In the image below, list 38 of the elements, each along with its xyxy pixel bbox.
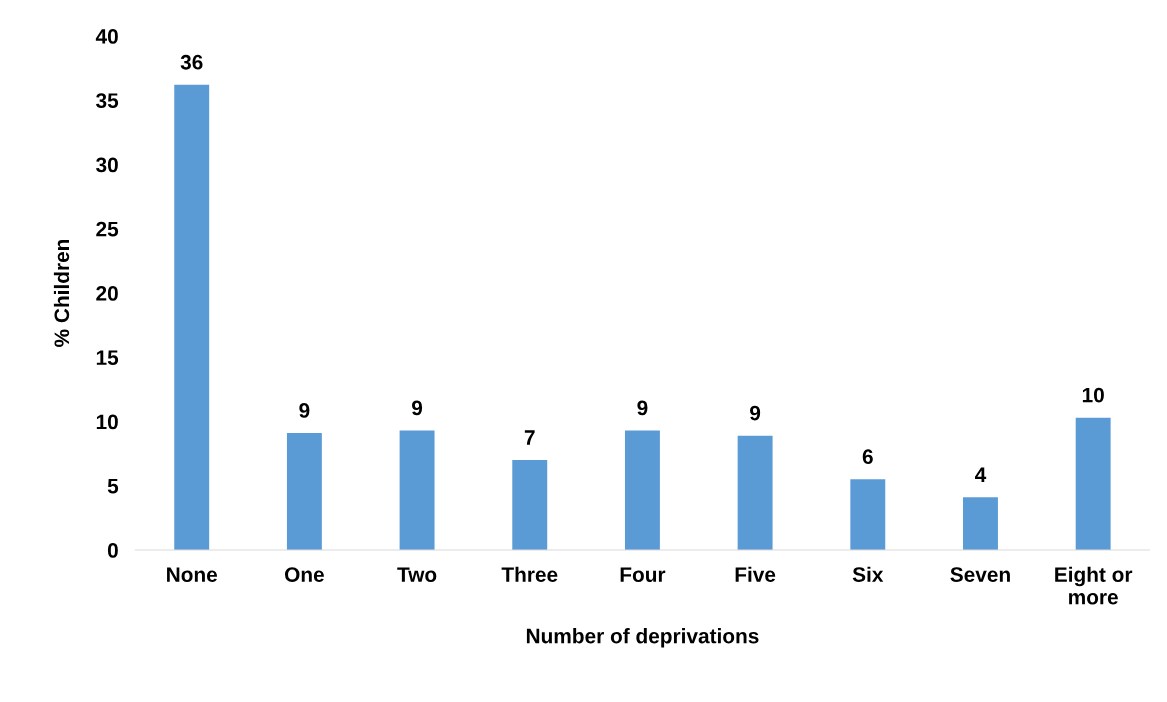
bar bbox=[850, 479, 886, 551]
x-tick-label: None bbox=[167, 567, 218, 582]
bar bbox=[512, 460, 548, 551]
y-tick-label: 40 bbox=[95, 29, 118, 44]
bar bbox=[624, 430, 660, 551]
bar bbox=[737, 435, 773, 551]
x-tick-label: Eight or more bbox=[1055, 566, 1133, 605]
x-tick-label: One bbox=[284, 567, 324, 582]
y-tick-label: 5 bbox=[107, 478, 119, 494]
x-tick-label: Three bbox=[501, 566, 558, 582]
x-tick-label: Six bbox=[852, 566, 884, 582]
bar bbox=[174, 84, 210, 551]
y-tick-label: 15 bbox=[96, 350, 119, 366]
y-tick-label: 35 bbox=[96, 93, 119, 109]
data-label: 10 bbox=[1082, 387, 1104, 403]
data-label: 36 bbox=[180, 54, 203, 70]
x-tick-label: Seven bbox=[950, 567, 1010, 582]
data-label: 9 bbox=[750, 405, 761, 421]
data-label: 9 bbox=[637, 400, 648, 416]
bar bbox=[399, 430, 435, 551]
x-axis-title: Number of deprivations bbox=[526, 628, 759, 648]
data-label: 9 bbox=[299, 403, 310, 418]
x-tick-label: Four bbox=[620, 567, 666, 582]
y-tick-label: 0 bbox=[107, 543, 118, 558]
bar bbox=[286, 433, 322, 551]
x-tick-label: Five bbox=[735, 566, 776, 582]
y-tick-label: 10 bbox=[96, 414, 118, 430]
data-label: 7 bbox=[524, 430, 535, 445]
data-label: 4 bbox=[975, 467, 987, 482]
data-label: 6 bbox=[862, 449, 873, 465]
y-tick-label: 30 bbox=[96, 157, 118, 173]
data-label: 9 bbox=[412, 400, 423, 416]
bar bbox=[1075, 417, 1111, 551]
y-axis-title: % Children bbox=[53, 239, 70, 347]
bar bbox=[963, 497, 998, 551]
y-tick-label: 25 bbox=[96, 221, 119, 237]
y-tick-label: 20 bbox=[96, 286, 118, 301]
x-tick-label: Two bbox=[397, 567, 437, 582]
